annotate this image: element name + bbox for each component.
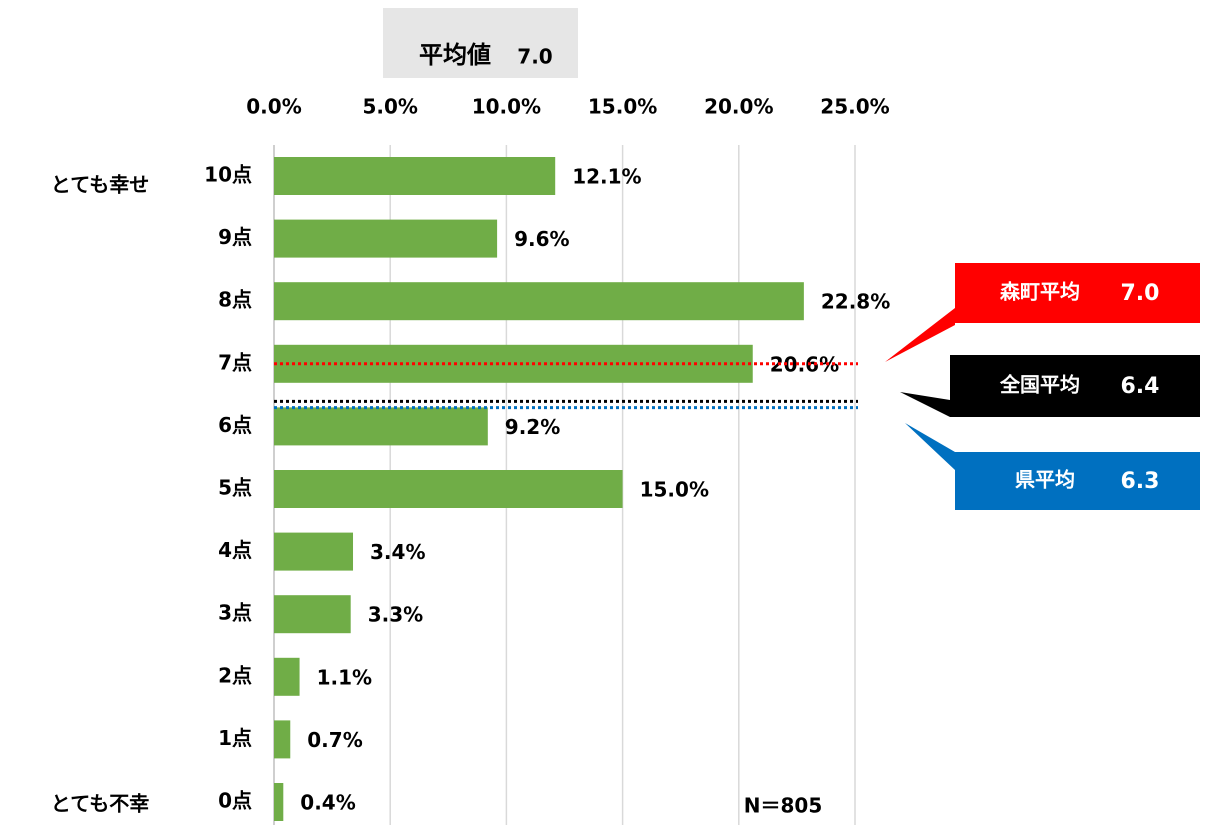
callout-name: 森町平均 <box>1000 280 1080 304</box>
callout-value: 6.4 <box>1121 374 1160 399</box>
callout-pointer <box>905 423 955 470</box>
bar <box>274 470 623 508</box>
data-label: 0.4% <box>300 791 355 815</box>
y-tick-label: 5点 <box>218 476 252 500</box>
callout-pointer <box>885 308 955 362</box>
callout-value: 7.0 <box>1121 281 1160 306</box>
y-tick-label: 9点 <box>218 225 252 249</box>
data-label: 12.1% <box>572 165 641 189</box>
data-label: 1.1% <box>317 665 372 689</box>
bar <box>274 783 284 821</box>
top-label: とても幸せ <box>51 173 149 197</box>
callout-pointer <box>900 392 950 417</box>
data-label: 3.3% <box>368 603 423 627</box>
bar <box>274 407 488 446</box>
callout-name: 県平均 <box>1015 468 1075 492</box>
bar <box>274 157 556 195</box>
callout-box <box>955 263 1200 323</box>
x-tick-label: 15.0% <box>588 95 657 119</box>
bar <box>274 344 753 383</box>
callout-box <box>955 452 1200 510</box>
y-tick-label: 0点 <box>218 789 252 813</box>
bottom-label: とても不幸 <box>51 792 149 816</box>
data-label: 0.7% <box>307 728 362 752</box>
bar <box>274 657 300 696</box>
chart-title-value: 7.0 <box>517 45 552 69</box>
y-tick-label: 1点 <box>218 726 252 750</box>
y-tick-label: 7点 <box>218 350 252 374</box>
y-tick-label: 3点 <box>218 601 252 625</box>
bar <box>274 219 498 258</box>
y-tick-label: 8点 <box>218 288 252 312</box>
y-tick-label: 10点 <box>204 163 252 187</box>
data-label: 15.0% <box>640 478 709 502</box>
x-tick-label: 10.0% <box>472 95 541 119</box>
y-tick-label: 4点 <box>218 538 252 562</box>
data-label: 3.4% <box>370 540 425 564</box>
x-tick-label: 0.0% <box>246 95 301 119</box>
data-label: 22.8% <box>821 290 890 314</box>
chart-title: 平均値 <box>419 41 491 69</box>
y-tick-label: 2点 <box>218 663 252 687</box>
data-label: 9.2% <box>505 415 560 439</box>
y-tick-label: 6点 <box>218 413 252 437</box>
callout-value: 6.3 <box>1121 469 1160 494</box>
x-tick-label: 20.0% <box>704 95 773 119</box>
bar <box>274 532 354 571</box>
callout-box <box>950 355 1200 417</box>
bar <box>274 595 351 634</box>
x-tick-label: 25.0% <box>820 95 889 119</box>
data-label: 9.6% <box>514 227 569 251</box>
title-box <box>383 8 578 78</box>
callout-name: 全国平均 <box>999 373 1080 397</box>
bar <box>274 720 291 759</box>
x-tick-label: 5.0% <box>362 95 417 119</box>
note: N＝805 <box>744 794 823 818</box>
bar <box>274 282 804 321</box>
